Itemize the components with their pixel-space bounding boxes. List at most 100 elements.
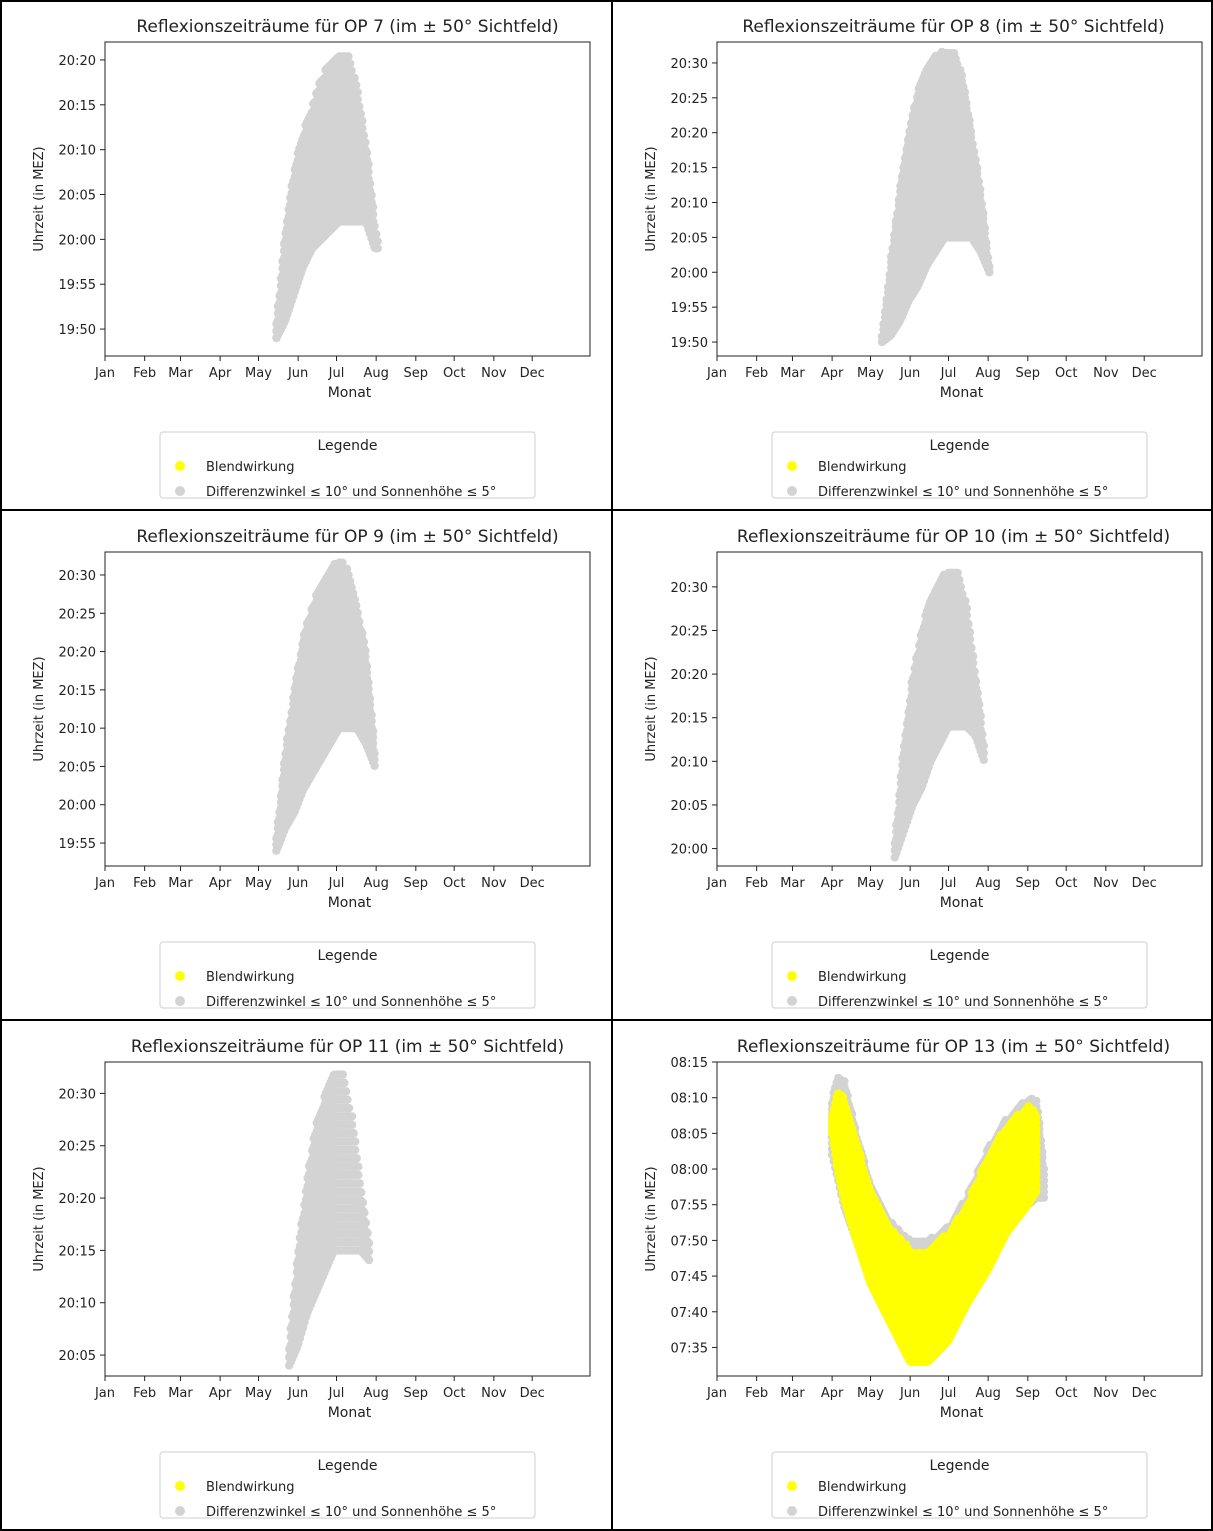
- data-point: [364, 684, 373, 693]
- x-tick-label-op8: Apr: [821, 366, 844, 381]
- x-tick-label-op8: Aug: [975, 366, 1000, 381]
- x-tick-label-op7: Mar: [168, 366, 193, 381]
- y-axis-label-op9: Uhrzeit (in MEZ): [32, 656, 47, 761]
- plot-points-op8: [877, 47, 994, 347]
- legend-label-blendwirkung-op8: Blendwirkung: [818, 460, 906, 475]
- data-point: [353, 88, 362, 97]
- x-axis-label-op9: Monat: [328, 895, 372, 911]
- data-point: [976, 185, 985, 194]
- legend-marker-blendwirkung-op7: [175, 461, 185, 471]
- chart-panel-op7: Reflexionszeiträume für OP 7 (im ± 50° S…: [0, 0, 612, 510]
- x-tick-label-op9: Jun: [287, 876, 308, 891]
- data-point: [347, 66, 356, 75]
- legend-marker-differenzwinkel-op8: [787, 486, 797, 496]
- data-point: [373, 237, 382, 246]
- data-point: [355, 617, 364, 626]
- y-tick-label-op8: 20:30: [671, 57, 708, 72]
- x-tick-label-op7: Jun: [287, 366, 308, 381]
- data-point: [957, 71, 966, 80]
- series-differenzwinkel-op8: [877, 47, 994, 347]
- y-tick-label-op9: 20:15: [59, 684, 96, 699]
- x-tick-label-op8: Mar: [780, 366, 805, 381]
- x-tick-label-op9: Sep: [404, 876, 429, 891]
- data-point: [368, 733, 378, 742]
- x-tick-label-op8: Jan: [706, 366, 727, 381]
- data-point: [974, 177, 983, 186]
- chart-svg-op8: Reflexionszeiträume für OP 8 (im ± 50° S…: [644, 17, 1203, 500]
- data-point: [362, 668, 372, 677]
- data-point: [966, 127, 976, 136]
- data-point: [355, 102, 364, 111]
- y-tick-label-op7: 19:55: [59, 278, 96, 293]
- y-tick-label-op7: 19:50: [59, 323, 96, 338]
- x-tick-label-op9: Feb: [133, 876, 156, 891]
- legend-marker-differenzwinkel-op7: [175, 486, 185, 496]
- y-tick-label-op8: 19:50: [671, 336, 708, 351]
- x-axis-label-op8: Monat: [940, 385, 984, 401]
- data-point: [365, 179, 375, 188]
- data-point: [344, 52, 353, 61]
- y-tick-label-op8: 20:00: [671, 266, 708, 281]
- y-tick-label-op8: 20:15: [671, 162, 708, 177]
- data-point: [370, 221, 379, 231]
- chart-svg-op7: Reflexionszeiträume für OP 7 (im ± 50° S…: [32, 17, 591, 500]
- chart-title-op8: Reflexionszeiträume für OP 8 (im ± 50° S…: [742, 17, 1164, 37]
- data-point: [356, 109, 365, 119]
- data-point: [352, 80, 361, 90]
- legend-label-blendwirkung-op9: Blendwirkung: [206, 970, 294, 985]
- data-point: [971, 155, 980, 165]
- x-tick-label-op8: Dec: [1132, 366, 1157, 381]
- x-tick-label-op8: Oct: [1055, 366, 1077, 381]
- x-tick-label-op8: Nov: [1093, 366, 1119, 381]
- data-point: [368, 739, 378, 748]
- x-tick-label-op8: May: [857, 366, 884, 381]
- data-point: [364, 678, 373, 687]
- data-point: [367, 710, 376, 720]
- data-point: [373, 244, 382, 253]
- plot-points-op9: [272, 558, 379, 855]
- legend-box-op8: [771, 431, 1148, 499]
- x-tick-label-op7: Oct: [443, 366, 465, 381]
- legend-label-blendwirkung-op7: Blendwirkung: [206, 460, 294, 475]
- data-point: [362, 148, 372, 157]
- data-point: [362, 662, 372, 671]
- legend-marker-blendwirkung-op9: [175, 971, 185, 981]
- data-point: [358, 629, 367, 638]
- x-tick-label-op7: Sep: [404, 366, 429, 381]
- data-point: [370, 755, 379, 764]
- plot-points-op7: [272, 52, 382, 343]
- x-tick-label-op7: Dec: [520, 366, 545, 381]
- data-point: [985, 262, 994, 271]
- x-tick-label-op7: Aug: [363, 366, 388, 381]
- data-point: [350, 73, 359, 83]
- x-tick-label-op9: Apr: [209, 876, 232, 891]
- chart-title-op9: Reflexionszeiträume für OP 9 (im ± 50° S…: [136, 527, 558, 547]
- legend-label-differenzwinkel-op7: Differenzwinkel ≤ 10° und Sonnenhöhe ≤ 5…: [206, 485, 496, 500]
- data-point: [359, 637, 369, 647]
- x-axis-label-op7: Monat: [328, 385, 372, 401]
- y-axis-label-op7: Uhrzeit (in MEZ): [32, 146, 47, 251]
- chart-svg-op10: Reflexionszeiträume für OP 10 (im ± 50° …: [644, 527, 1203, 1010]
- data-point: [370, 749, 379, 758]
- series-differenzwinkel-op7: [272, 52, 382, 343]
- data-point: [352, 601, 361, 610]
- data-point: [368, 210, 378, 219]
- data-point: [345, 59, 355, 68]
- chart-svg-op9: Reflexionszeiträume für OP 9 (im ± 50° S…: [32, 527, 591, 1010]
- x-tick-label-op7: Apr: [209, 366, 232, 381]
- x-tick-label-op9: Jan: [94, 876, 115, 891]
- x-tick-label-op8: Jun: [899, 366, 920, 381]
- data-point: [979, 209, 988, 218]
- y-tick-label-op8: 20:20: [671, 127, 708, 142]
- y-tick-label-op9: 19:55: [59, 837, 96, 852]
- series-differenzwinkel-op9: [272, 558, 379, 855]
- chart-panel-op10: Reflexionszeiträume für OP 10 (im ± 50° …: [612, 510, 1213, 1020]
- y-tick-label-op8: 20:10: [671, 196, 708, 211]
- y-tick-label-op7: 20:05: [59, 189, 96, 204]
- plot-frame-op9: [104, 551, 591, 867]
- data-point: [965, 116, 974, 125]
- x-tick-label-op8: Jul: [940, 366, 957, 381]
- data-point: [367, 191, 376, 200]
- x-tick-label-op9: Mar: [168, 876, 193, 891]
- data-point: [359, 131, 369, 140]
